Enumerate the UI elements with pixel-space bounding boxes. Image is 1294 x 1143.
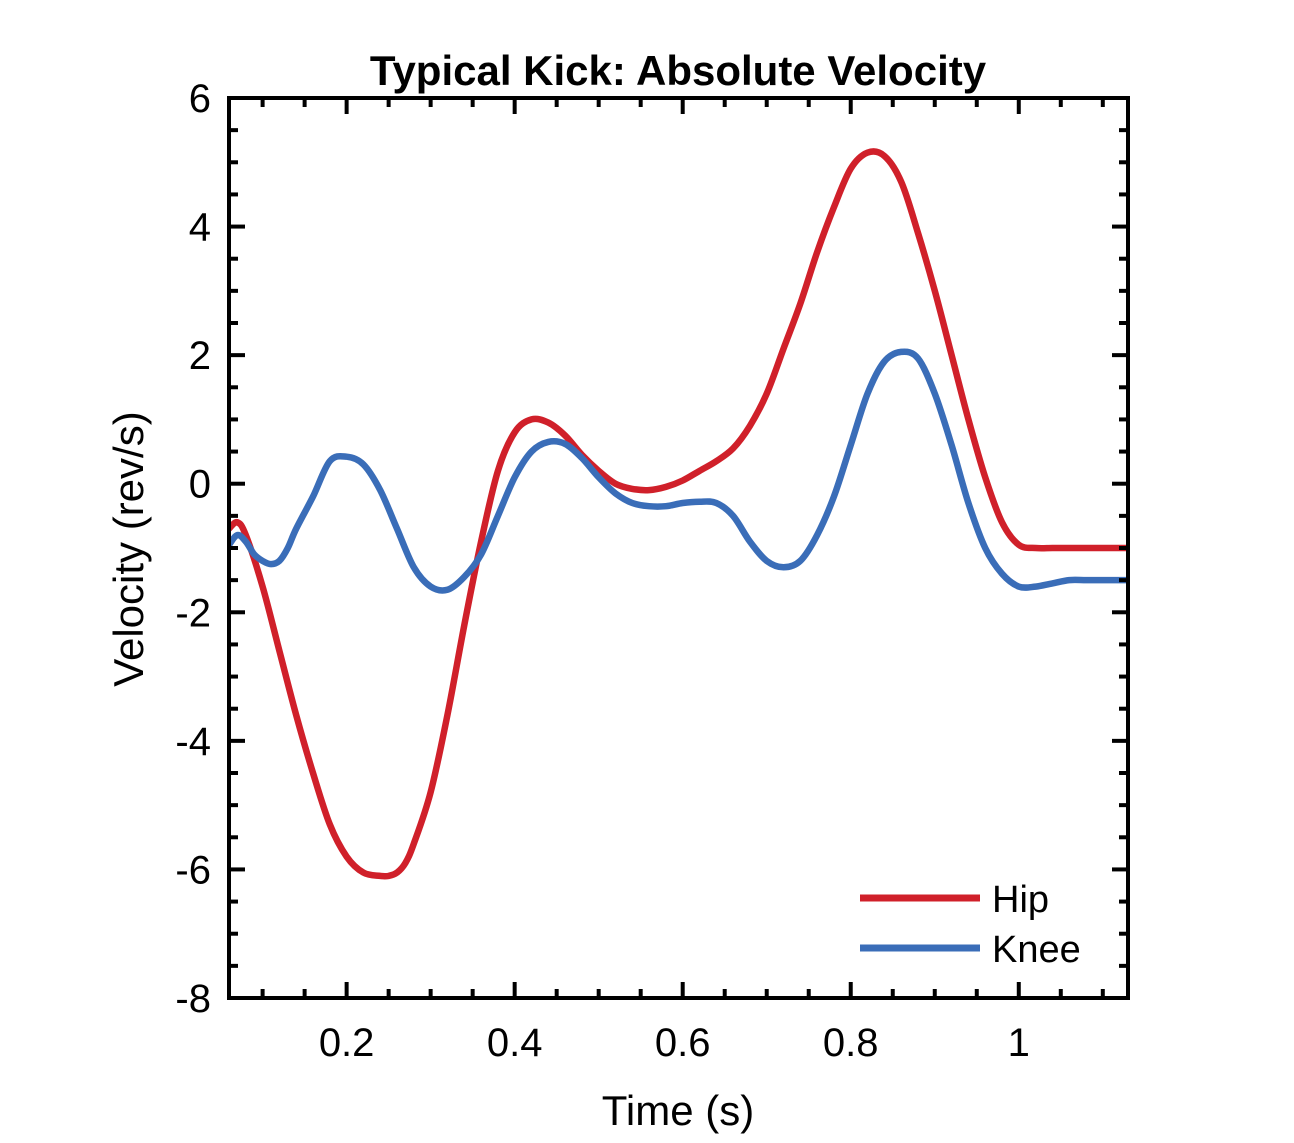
- x-tick-label: 0.4: [487, 1021, 543, 1065]
- y-tick-label: -2: [175, 591, 211, 635]
- y-tick-label: 2: [189, 334, 211, 378]
- series-line-knee: [229, 348, 1128, 594]
- axes-layer: -8 -6 -4 -2 0 2 4 6 0.2 0.4 0.6 0.8 1: [175, 77, 1130, 1065]
- y-tick-label: -4: [175, 720, 211, 764]
- legend-label-hip: Hip: [992, 879, 1049, 921]
- y-tick-label: -8: [175, 977, 211, 1021]
- y-tick-label: 6: [189, 77, 211, 121]
- legend-label-knee: Knee: [992, 929, 1081, 971]
- series-layer: [229, 148, 1128, 880]
- x-axis-label: Time (s): [602, 1087, 754, 1134]
- chart-title: Typical Kick: Absolute Velocity: [370, 47, 987, 94]
- x-tick-label: 0.2: [319, 1021, 375, 1065]
- legend: Hip Knee: [860, 879, 1081, 971]
- series-line-hip: [229, 148, 1128, 880]
- y-tick-label: -6: [175, 848, 211, 892]
- x-tick-label: 1: [1008, 1021, 1030, 1065]
- x-tick-label: 0.8: [823, 1021, 879, 1065]
- y-tick-label: 0: [189, 463, 211, 507]
- y-tick-label: 4: [189, 206, 211, 250]
- y-axis-label: Velocity (rev/s): [105, 411, 152, 686]
- x-tick-label: 0.6: [655, 1021, 711, 1065]
